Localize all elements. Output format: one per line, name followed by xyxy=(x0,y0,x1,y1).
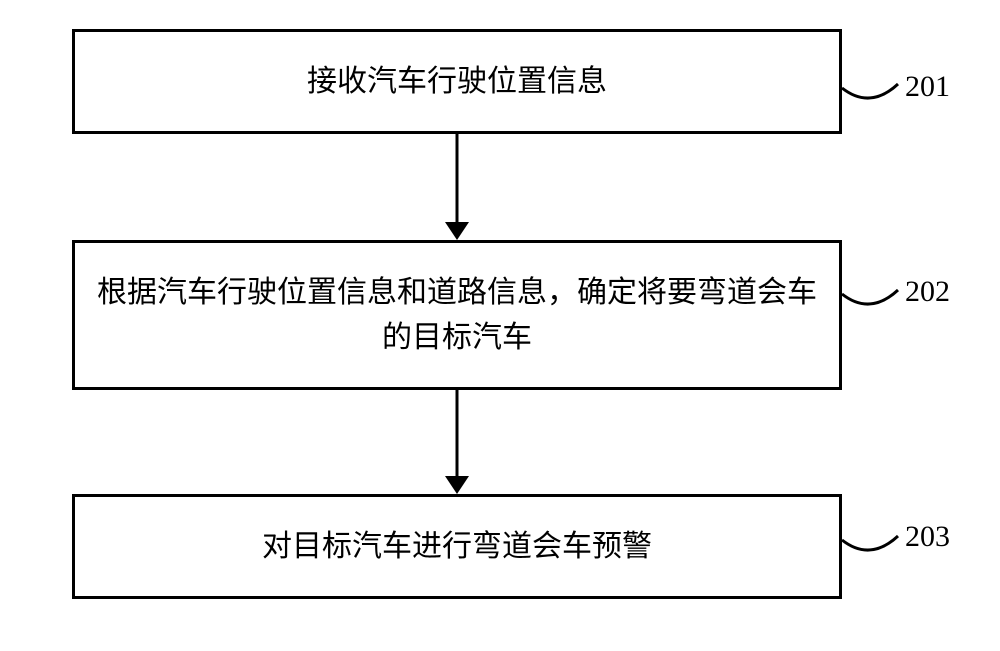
step-receive-position: 接收汽车行驶位置信息 xyxy=(72,29,842,134)
ref-label-201: 201 xyxy=(905,70,950,104)
flowchart-canvas: 接收汽车行驶位置信息 根据汽车行驶位置信息和道路信息，确定将要弯道会车的目标汽车… xyxy=(0,0,1000,651)
step-determine-target: 根据汽车行驶位置信息和道路信息，确定将要弯道会车的目标汽车 xyxy=(72,240,842,390)
step-warn-target: 对目标汽车进行弯道会车预警 xyxy=(72,494,842,599)
ref-label-203: 203 xyxy=(905,520,950,554)
ref-label-202: 202 xyxy=(905,275,950,309)
